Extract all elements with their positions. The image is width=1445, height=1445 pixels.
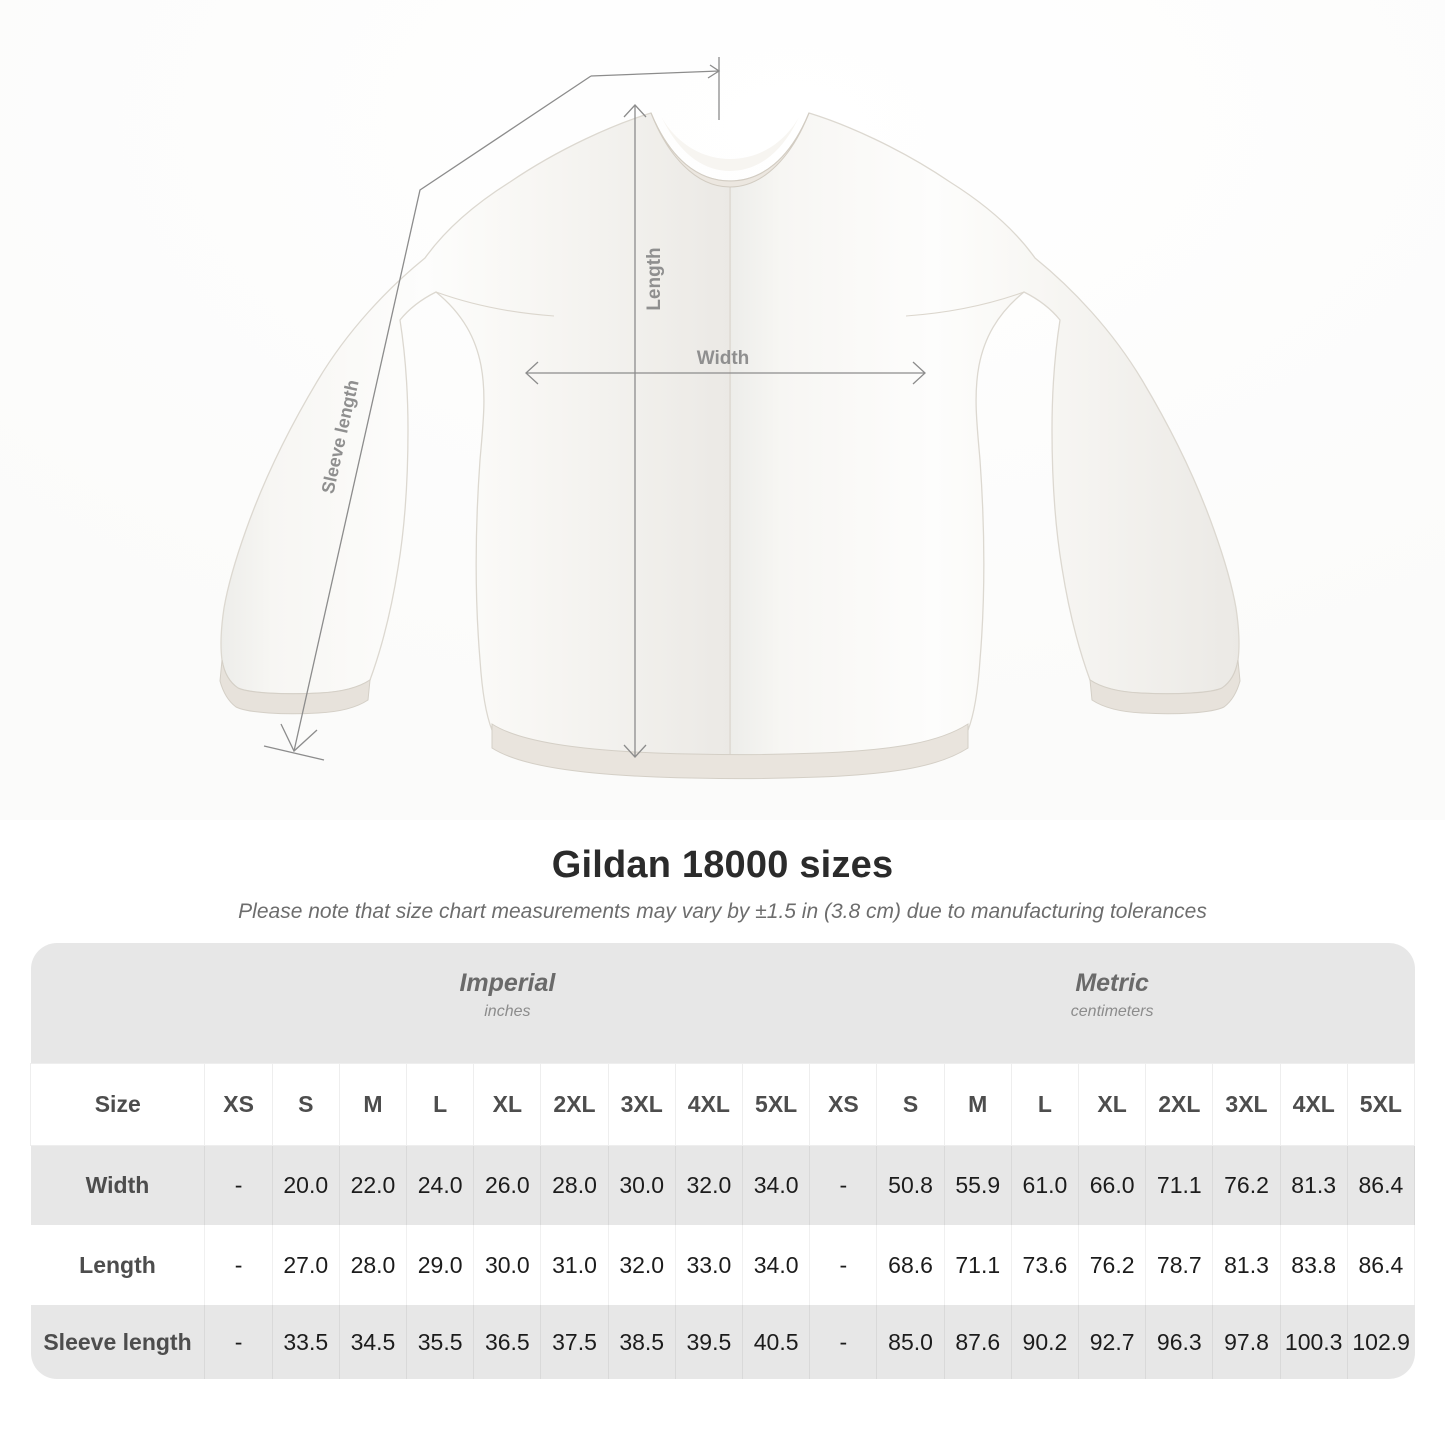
svg-text:Width: Width bbox=[697, 348, 750, 369]
svg-text:Length: Length bbox=[644, 247, 665, 310]
